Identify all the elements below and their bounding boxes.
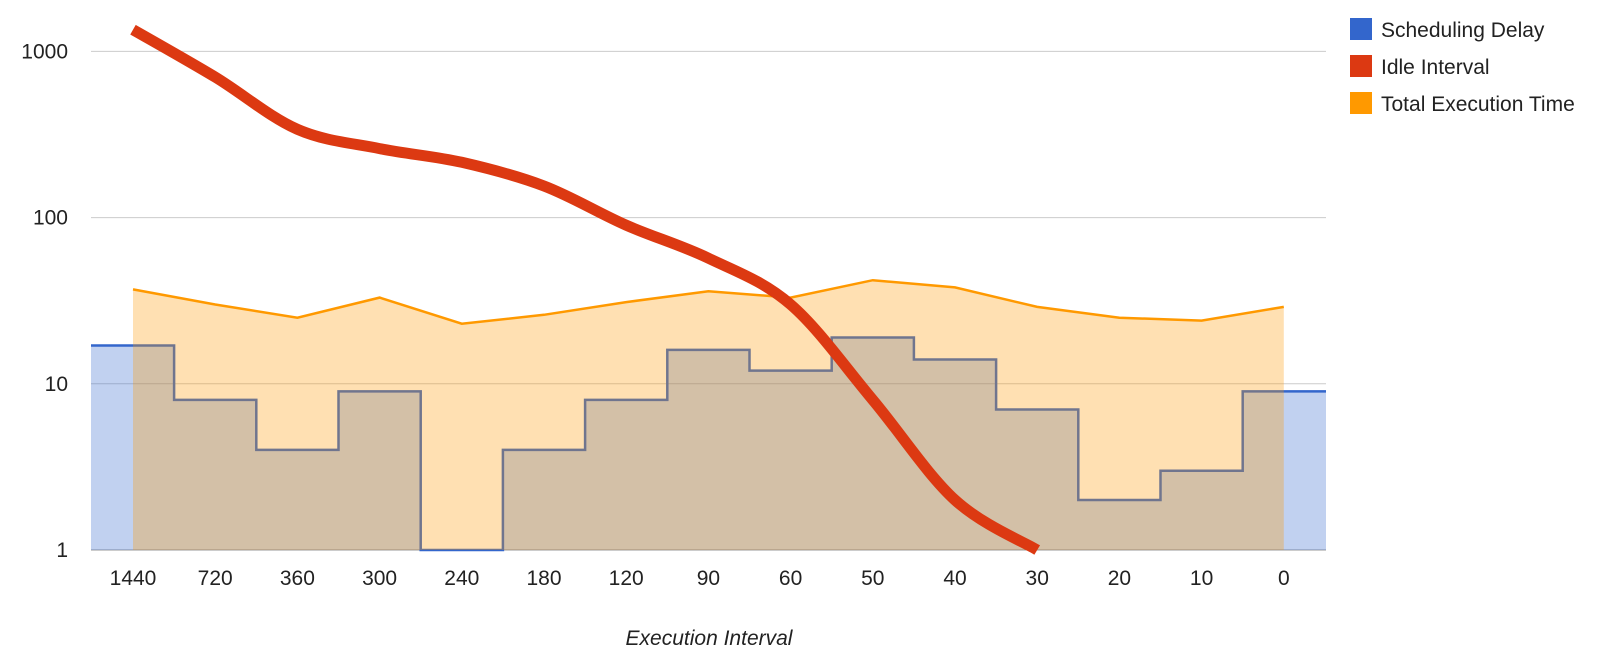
legend-swatch — [1350, 55, 1372, 77]
total-execution-time-fill — [133, 280, 1284, 550]
x-axis-ticks: 1440 720 360 300 240 180 120 90 60 50 40 30 20 10 0 — [110, 567, 1290, 590]
x-tick-label: 240 — [444, 567, 479, 590]
scheduling-delay-step-line — [91, 336, 1326, 552]
scheduling-delay-area — [91, 336, 1326, 552]
x-tick-label: 10 — [1190, 567, 1213, 590]
x-tick-label: 30 — [1026, 567, 1049, 590]
legend-label: Scheduling Delay — [1381, 19, 1545, 42]
x-tick-label: 60 — [779, 567, 802, 590]
scheduling-delay-fill — [91, 337, 1326, 550]
x-tick-label: 50 — [861, 567, 884, 590]
legend[interactable]: Scheduling Delay Idle Interval Total Execu… — [1350, 18, 1575, 116]
x-tick-label: 90 — [697, 567, 720, 590]
y-axis-ticks: 1 10 100 1000 — [21, 40, 68, 562]
idle-interval-line — [130, 24, 1041, 555]
gridlines — [91, 50, 1326, 551]
x-tick-label: 720 — [198, 567, 233, 590]
x-axis-label: Execution Interval — [626, 627, 794, 650]
x-tick-label: 20 — [1108, 567, 1131, 590]
x-tick-label: 1440 — [110, 567, 157, 590]
x-tick-label: 360 — [280, 567, 315, 590]
legend-swatch — [1350, 18, 1372, 40]
idle-interval-curve — [130, 24, 1041, 555]
legend-label: Total Execution Time — [1381, 93, 1575, 116]
y-tick-label: 1000 — [21, 40, 68, 63]
y-tick-label: 10 — [45, 373, 68, 396]
total-execution-time-area — [132, 278, 1285, 550]
y-tick-label: 100 — [33, 207, 68, 230]
x-tick-label: 120 — [609, 567, 644, 590]
x-tick-label: 0 — [1278, 567, 1290, 590]
x-tick-label: 40 — [943, 567, 966, 590]
y-tick-label: 1 — [56, 539, 68, 562]
x-tick-label: 300 — [362, 567, 397, 590]
legend-label: Idle Interval — [1381, 56, 1490, 79]
x-tick-label: 180 — [526, 567, 561, 590]
legend-swatch — [1350, 92, 1372, 114]
total-execution-time-line — [132, 278, 1285, 325]
